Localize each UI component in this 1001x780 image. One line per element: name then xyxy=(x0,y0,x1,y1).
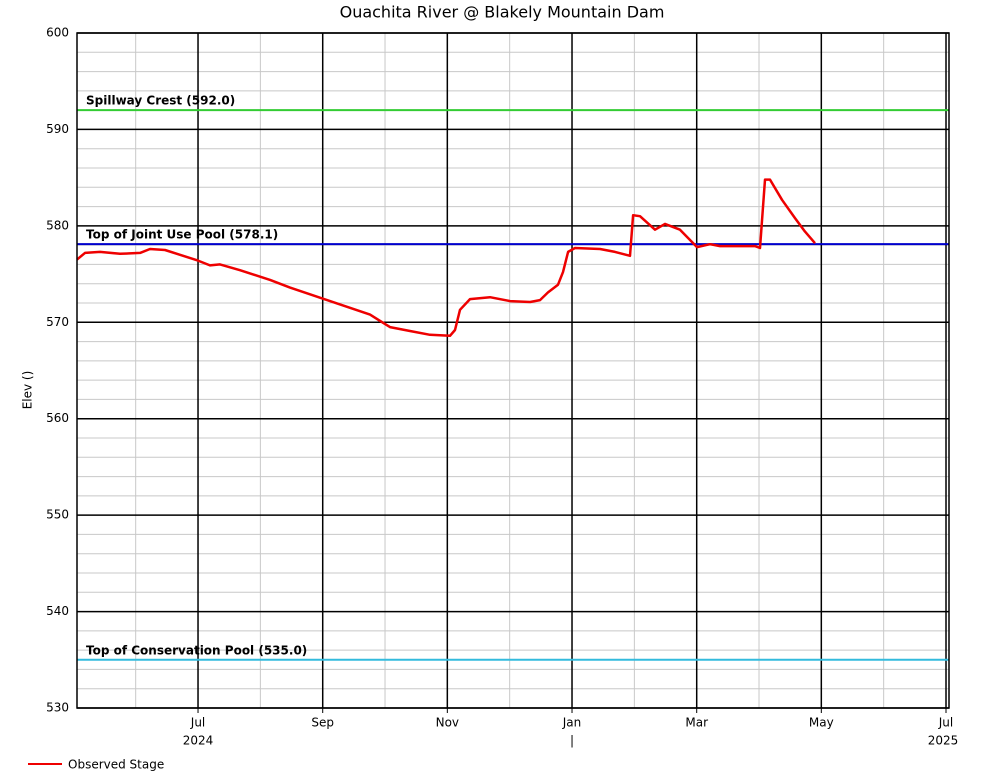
year-label: | xyxy=(570,734,574,748)
year-label: 2025 xyxy=(928,734,959,748)
y-tick-label: 590 xyxy=(46,122,69,136)
y-tick-label: 550 xyxy=(46,508,69,522)
y-tick-label: 530 xyxy=(46,701,69,715)
x-tick-label: Sep xyxy=(311,716,334,730)
reference-label: Top of Joint Use Pool (578.1) xyxy=(86,228,278,242)
year-label: 2024 xyxy=(183,734,214,748)
chart-title: Ouachita River @ Blakely Mountain Dam xyxy=(340,3,665,22)
reference-label: Top of Conservation Pool (535.0) xyxy=(86,643,307,657)
reference-label: Spillway Crest (592.0) xyxy=(86,94,235,108)
plot-frame xyxy=(76,32,950,709)
x-tick-label: Jan xyxy=(562,716,582,730)
y-tick-label: 570 xyxy=(46,315,69,329)
y-tick-label: 560 xyxy=(46,411,69,425)
x-tick-label: May xyxy=(809,716,834,730)
legend-label: Observed Stage xyxy=(68,758,164,772)
x-tick-label: Jul xyxy=(938,716,953,730)
y-axis-label: Elev () xyxy=(21,371,35,410)
y-tick-label: 600 xyxy=(46,26,69,40)
x-tick-label: Mar xyxy=(685,716,708,730)
y-tick-label: 540 xyxy=(46,604,69,618)
data-line xyxy=(76,178,816,338)
x-tick-label: Nov xyxy=(436,716,459,730)
y-tick-label: 580 xyxy=(46,218,69,232)
x-tick-label: Jul xyxy=(190,716,205,730)
